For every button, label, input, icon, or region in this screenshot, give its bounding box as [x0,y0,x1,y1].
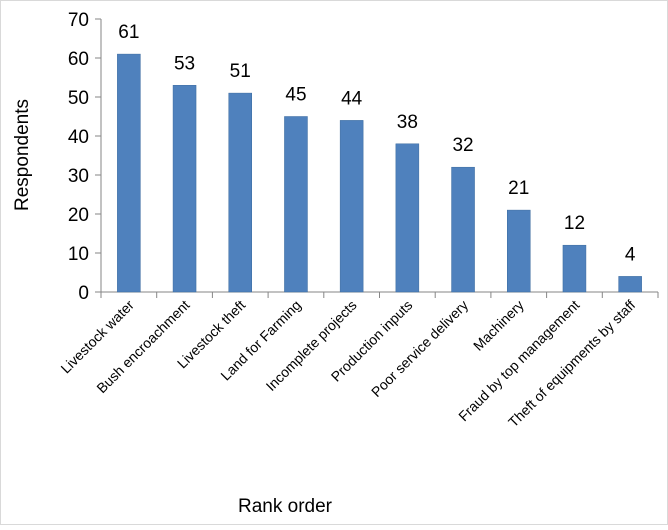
y-tick-label: 70 [68,10,89,31]
y-tick-label: 60 [68,49,89,70]
data-label: 4 [625,244,636,265]
data-label: 53 [174,53,195,74]
data-label: 45 [285,85,306,106]
y-tick-label: 50 [68,88,89,109]
bar [395,143,420,293]
bar [618,276,642,293]
y-tick-label: 0 [78,283,89,304]
data-label: 61 [118,22,139,43]
data-label: 12 [564,213,585,234]
data-label: 21 [508,178,529,199]
bar [228,92,252,293]
bars [117,53,642,293]
data-labels: 61 53 51 45 44 38 32 21 12 4 [118,22,636,265]
bar [339,120,364,293]
bar [562,244,587,293]
y-tick-label: 20 [68,205,89,226]
bar [284,116,308,293]
data-label: 38 [397,112,418,133]
data-label: 51 [230,61,251,82]
y-axis: 0 10 20 30 40 50 60 70 [68,10,102,304]
data-label: 32 [452,135,473,156]
x-axis-title: Rank order [238,496,333,517]
y-tick-label: 40 [68,127,89,148]
bar [451,166,475,293]
y-tick-label: 30 [68,166,89,187]
y-axis-title: Respondents [12,99,33,211]
data-label: 44 [341,88,363,109]
bar [117,53,141,293]
bar [172,85,197,293]
y-tick-label: 10 [68,244,89,265]
bar [507,209,531,293]
